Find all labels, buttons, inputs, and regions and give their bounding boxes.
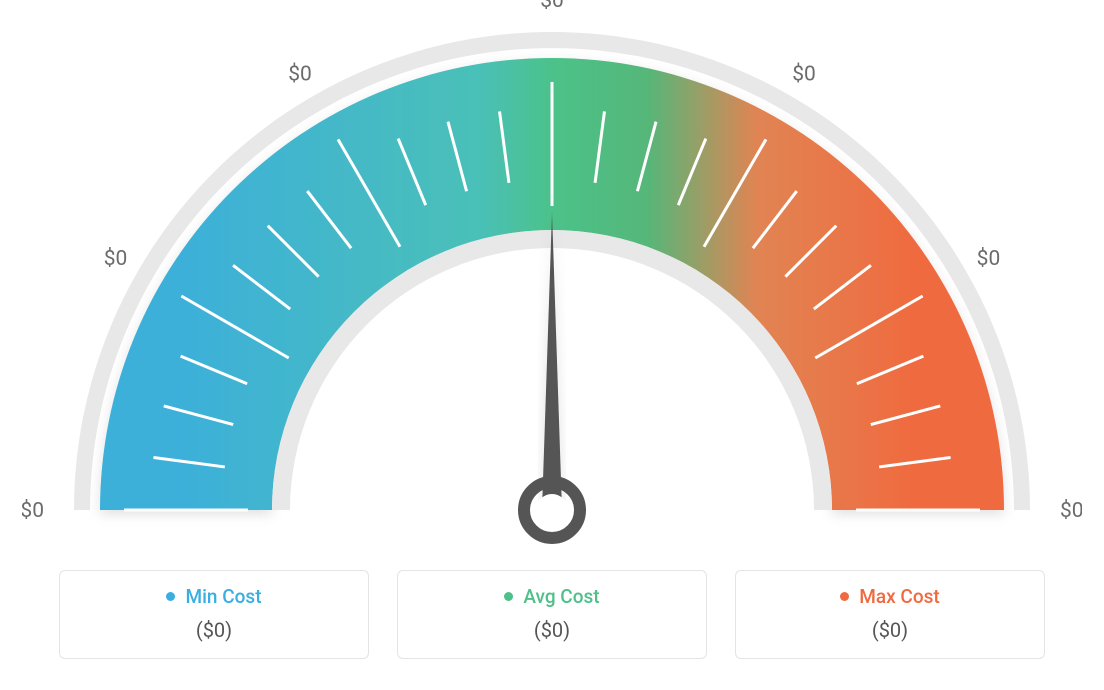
legend-title-avg: Avg Cost xyxy=(504,585,599,608)
legend-value-avg: ($0) xyxy=(408,618,696,642)
gauge-tick-label: $0 xyxy=(288,63,312,87)
legend-card-max: Max Cost ($0) xyxy=(735,570,1045,659)
gauge-tick-label: $0 xyxy=(22,499,44,523)
legend-row: Min Cost ($0) Avg Cost ($0) Max Cost ($0… xyxy=(0,570,1104,659)
legend-title-min: Min Cost xyxy=(166,585,261,608)
legend-value-min: ($0) xyxy=(70,618,358,642)
gauge-chart: $0 $0 $0 $0 $0 $0 $0 xyxy=(0,0,1104,560)
legend-card-min: Min Cost ($0) xyxy=(59,570,369,659)
legend-value-max: ($0) xyxy=(746,618,1034,642)
gauge-tick-label: $0 xyxy=(1060,499,1082,523)
gauge-svg: $0 $0 $0 $0 $0 $0 $0 xyxy=(22,0,1082,560)
legend-card-avg: Avg Cost ($0) xyxy=(397,570,707,659)
gauge-tick-label: $0 xyxy=(104,247,128,271)
gauge-tick-label: $0 xyxy=(540,0,564,13)
gauge-tick-label: $0 xyxy=(977,247,1001,271)
dot-icon-max xyxy=(840,592,849,601)
legend-label-avg: Avg Cost xyxy=(523,585,599,608)
gauge-tick-label: $0 xyxy=(792,63,816,87)
legend-label-min: Min Cost xyxy=(185,585,261,608)
legend-title-max: Max Cost xyxy=(840,585,939,608)
dot-icon-min xyxy=(166,592,175,601)
legend-label-max: Max Cost xyxy=(859,585,939,608)
dot-icon-avg xyxy=(504,592,513,601)
